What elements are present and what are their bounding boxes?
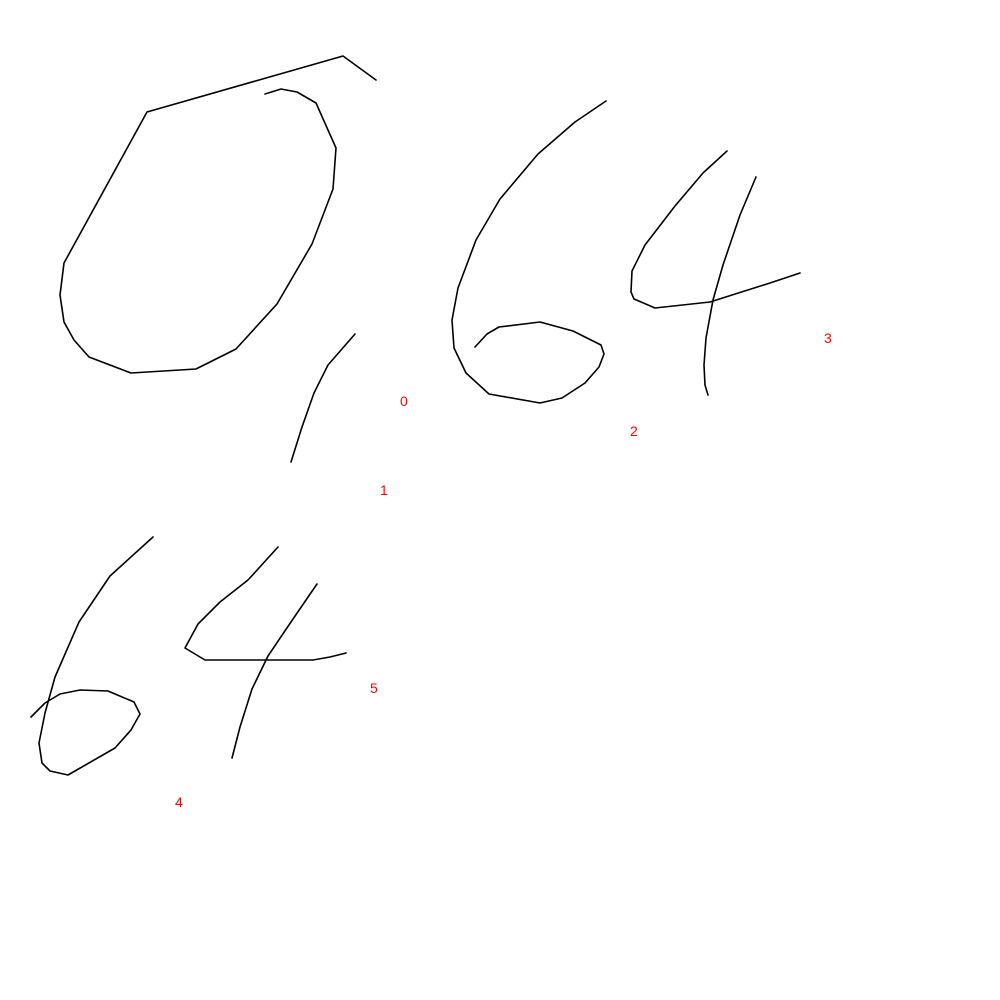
stroke-label-4: 4 [175, 794, 183, 810]
stroke-label-3: 3 [824, 330, 832, 346]
stroke-label-0: 0 [400, 393, 408, 409]
stroke-label-2: 2 [630, 423, 638, 439]
stroke-1 [290, 333, 356, 463]
stroke-3 [630, 150, 801, 396]
stroke-label-1: 1 [380, 482, 388, 498]
stroke-label-5: 5 [370, 680, 378, 696]
stroke-5 [184, 546, 347, 759]
stroke-4 [30, 536, 154, 776]
stroke-0 [59, 55, 377, 374]
stroke-2 [451, 100, 607, 404]
